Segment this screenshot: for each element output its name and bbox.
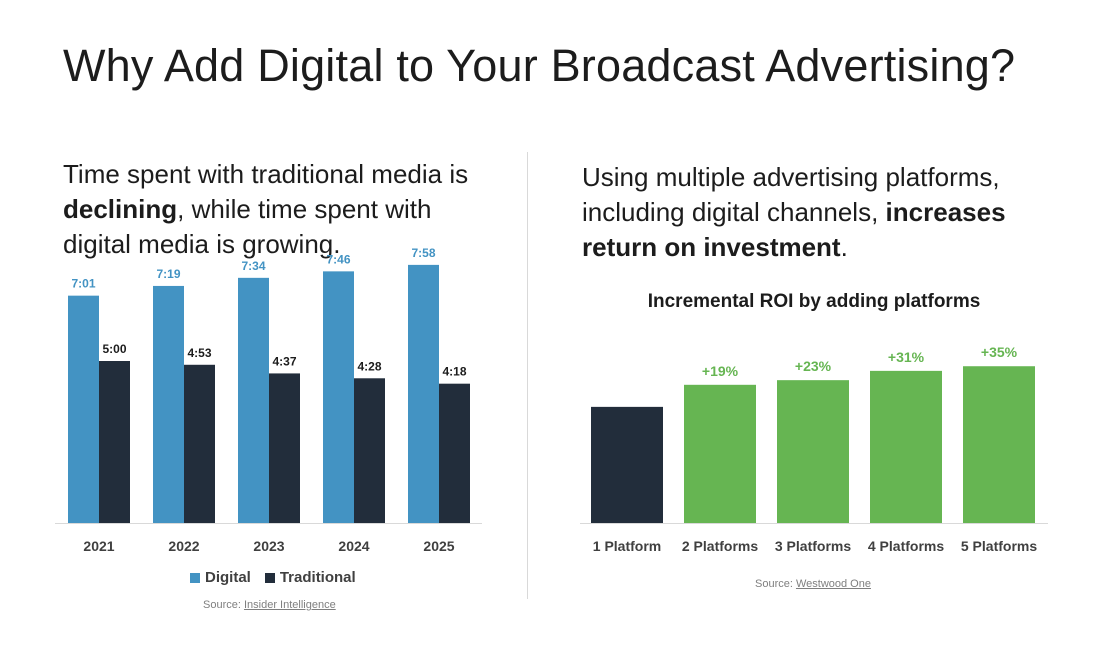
- platform-tick-label-2-platforms: 2 Platforms: [682, 538, 758, 554]
- right-source: Source: Westwood One: [755, 578, 871, 590]
- right-source-prefix: Source:: [755, 578, 796, 590]
- year-tick-label-2022: 2022: [168, 538, 199, 554]
- traditional-bar-2021: [99, 361, 130, 523]
- digital-bar-2025: [408, 264, 439, 523]
- legend-label-traditional: Traditional: [279, 569, 356, 586]
- left-source: Source: Insider Intelligence: [203, 599, 336, 611]
- left-blurb-emphasis: declining: [63, 194, 178, 224]
- roi-value-label-3-platforms: +23%: [795, 358, 832, 374]
- platform-tick-label-4-platforms: 4 Platforms: [868, 538, 944, 554]
- right-source-link[interactable]: Westwood One: [795, 578, 871, 590]
- digital-bar-2024: [323, 271, 354, 523]
- page-title: Why Add Digital to Your Broadcast Advert…: [63, 40, 1016, 91]
- legend-item-traditional: Traditional: [264, 569, 356, 586]
- right-blurb-text-2: .: [840, 232, 848, 262]
- legend-item-digital: Digital: [190, 569, 251, 586]
- roi-bar-1-platform: [591, 406, 663, 523]
- roi-value-label-5-platforms: +35%: [981, 344, 1018, 360]
- column-divider: [527, 152, 528, 599]
- digital-bar-2023: [238, 277, 269, 523]
- traditional-value-label-2025: 4:18: [442, 365, 466, 379]
- platform-tick-label-5-platforms: 5 Platforms: [961, 538, 1037, 554]
- year-tick-label-2023: 2023: [253, 538, 284, 554]
- roi-bar-5-platforms: [963, 366, 1035, 523]
- roi-bar-4-platforms: [870, 370, 942, 523]
- right-blurb: Using multiple advertising platforms, in…: [582, 160, 1052, 265]
- traditional-value-label-2022: 4:53: [187, 346, 211, 360]
- right-blurb-emphasis: increases return on investment: [582, 197, 1006, 262]
- traditional-value-label-2024: 4:28: [357, 359, 381, 373]
- year-tick-label-2025: 2025: [423, 538, 454, 554]
- roi-bar-2-platforms: [684, 384, 756, 523]
- year-tick-label-2021: 2021: [83, 538, 114, 554]
- traditional-bar-2022: [184, 364, 215, 523]
- legend-swatch-traditional: [264, 572, 275, 583]
- time-chart-legend: Digital Traditional: [190, 569, 356, 586]
- roi-bar-3-platforms: [777, 380, 849, 523]
- traditional-bar-2025: [439, 383, 470, 523]
- legend-swatch-digital: [190, 572, 200, 583]
- roi-value-label-4-platforms: +31%: [888, 349, 925, 365]
- legend-label-digital: Digital: [205, 569, 251, 586]
- digital-value-label-2025: 7:58: [411, 246, 435, 260]
- roi-value-label-2-platforms: +19%: [702, 363, 739, 379]
- traditional-bar-2024: [354, 378, 385, 523]
- right-blurb-text-1: Using multiple advertising platforms, in…: [582, 162, 1000, 227]
- left-blurb-text-1: Time spent with traditional media is: [63, 159, 469, 189]
- digital-value-label-2024: 7:46: [326, 252, 350, 266]
- left-blurb: Time spent with traditional media is dec…: [63, 157, 503, 262]
- platform-tick-label-3-platforms: 3 Platforms: [775, 538, 851, 554]
- left-source-prefix: Source:: [203, 599, 244, 611]
- left-source-link[interactable]: Insider Intelligence: [243, 599, 336, 611]
- digital-value-label-2022: 7:19: [156, 267, 180, 281]
- digital-bar-2021: [68, 295, 99, 523]
- traditional-value-label-2023: 4:37: [272, 354, 296, 368]
- year-tick-label-2024: 2024: [338, 538, 369, 554]
- digital-bar-2022: [153, 285, 184, 523]
- roi-chart-title: Incremental ROI by adding platforms: [647, 291, 981, 312]
- traditional-bar-2023: [269, 373, 300, 523]
- traditional-value-label-2021: 5:00: [102, 342, 126, 356]
- platform-tick-label-1-platform: 1 Platform: [593, 538, 661, 554]
- digital-value-label-2023: 7:34: [241, 259, 265, 273]
- digital-value-label-2021: 7:01: [71, 277, 95, 291]
- left-blurb-text-2: , while time spent with digital media is…: [63, 194, 432, 259]
